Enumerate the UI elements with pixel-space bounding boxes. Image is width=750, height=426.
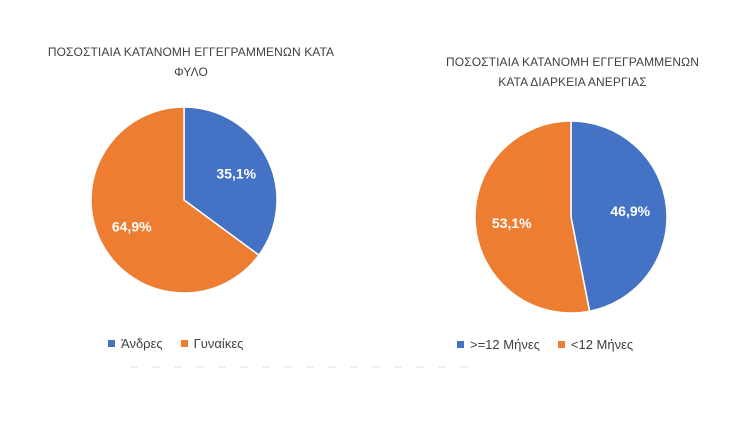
legend-label: Γυναίκες	[193, 336, 244, 351]
legend-item-under-12-months: <12 Μήνες	[557, 337, 634, 352]
legend-label: >=12 Μήνες	[470, 337, 540, 352]
chart-title: ΠΟΣΟΣΤΙΑΙΑ ΚΑΤΑΝΟΜΗ ΕΓΓΕΓΡΑΜΜΕΝΩΝ ΚΑΤΑ Φ…	[12, 42, 370, 82]
pie-slice	[183, 106, 278, 257]
pie-slice	[90, 106, 260, 294]
legend-swatch	[180, 340, 188, 347]
legend-swatch	[557, 341, 565, 348]
duration-pie-chart: ΠΟΣΟΣΤΙΑΙΑ ΚΑΤΑΝΟΜΗ ΕΓΓΕΓΡΑΜΜΕΝΩΝ ΚΑΤΑ Δ…	[375, 0, 750, 426]
chart-legend: Άνδρες Γυναίκες	[108, 336, 261, 351]
legend-swatch	[457, 341, 464, 348]
slice-data-label: 64,9%	[112, 218, 152, 234]
legend-item-over-12-months: >=12 Μήνες	[457, 337, 540, 352]
legend-swatch	[108, 340, 115, 347]
gender-pie-chart: ΠΟΣΟΣΤΙΑΙΑ ΚΑΤΑΝΟΜΗ ΕΓΓΕΓΡΑΜΜΕΝΩΝ ΚΑΤΑ Φ…	[0, 0, 370, 426]
chart-title-line-2: ΚΑΤΑ ΔΙΑΡΚΕΙΑ ΑΝΕΡΓΙΑΣ	[498, 75, 647, 89]
legend-item-men: Άνδρες	[108, 336, 163, 351]
slice-data-label: 53,1%	[492, 215, 532, 231]
slice-data-label: 46,9%	[610, 203, 650, 219]
faint-artifact-line	[130, 366, 480, 368]
pie-slice	[474, 120, 591, 314]
chart-title: ΠΟΣΟΣΤΙΑΙΑ ΚΑΤΑΝΟΜΗ ΕΓΓΕΓΡΑΜΜΕΝΩΝ ΚΑΤΑ Δ…	[395, 52, 750, 92]
legend-item-women: Γυναίκες	[180, 336, 244, 351]
legend-label: Άνδρες	[121, 336, 163, 351]
legend-label: <12 Μήνες	[570, 337, 634, 352]
chart-title-line-1: ΠΟΣΟΣΤΙΑΙΑ ΚΑΤΑΝΟΜΗ ΕΓΓΕΓΡΑΜΜΕΝΩΝ ΚΑΤΑ	[47, 45, 335, 59]
pie-slice	[570, 120, 668, 313]
slice-data-label: 35,1%	[216, 166, 256, 182]
chart-legend: >=12 Μήνες <12 Μήνες	[457, 337, 651, 352]
chart-title-line-1: ΠΟΣΟΣΤΙΑΙΑ ΚΑΤΑΝΟΜΗ ΕΓΓΕΓΡΑΜΜΕΝΩΝ	[446, 55, 699, 69]
chart-title-line-2: ΦΥΛΟ	[174, 65, 208, 79]
